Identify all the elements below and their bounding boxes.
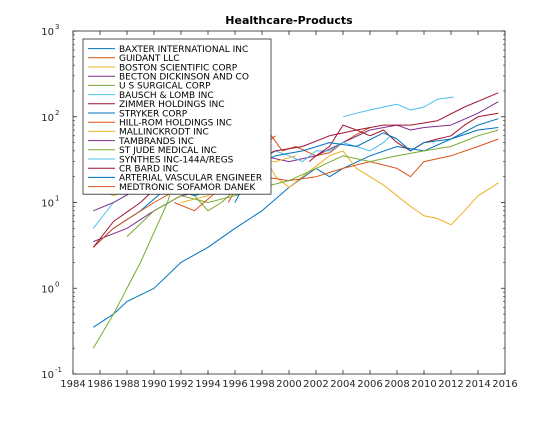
legend-label: HILL-ROM HOLDINGS INC [119, 119, 232, 129]
y-tick-exponent: -1 [55, 366, 62, 374]
series-line-8 [92, 138, 499, 248]
x-tick-label: 1998 [249, 379, 274, 390]
x-tick-label: 2004 [330, 379, 355, 390]
x-tick-label: 2000 [276, 379, 301, 390]
x-tick-label: 2010 [411, 379, 436, 390]
legend-label: STRYKER CORP [119, 109, 188, 119]
legend-label: BECTON DICKINSON AND CO [119, 73, 249, 83]
legend-label: U S SURGICAL CORP [119, 82, 211, 92]
series-line-0 [93, 127, 499, 328]
y-tick-label: 10 [41, 113, 54, 124]
series-line-6 [308, 112, 499, 162]
y-tick-exponent: 0 [55, 280, 59, 288]
x-tick-label: 1984 [60, 379, 85, 390]
legend-label: CR BARD INC [119, 165, 178, 175]
x-tick-label: 1992 [168, 379, 193, 390]
x-tick-label: 1996 [222, 379, 247, 390]
legend-label: TAMBRANDS INC [118, 137, 194, 147]
x-tick-label: 2006 [357, 379, 382, 390]
legend-label: ST JUDE MEDICAL INC [119, 146, 217, 156]
y-tick-exponent: 2 [55, 109, 59, 117]
ticks-layer: 1984 1986 1988 1990 1992 1994 1996 1998 2000 2002… [41, 23, 517, 390]
y-tick-exponent: 3 [55, 23, 59, 31]
y-tick-label: 10 [41, 284, 54, 295]
x-tick-label: 1994 [195, 379, 220, 390]
legend-label: BAXTER INTERNATIONAL INC [119, 45, 248, 55]
x-tick-label: 1986 [87, 379, 112, 390]
legend-label: ZIMMER HOLDINGS INC [119, 100, 225, 110]
legend-label: SYNTHES INC-144A/REGS [119, 155, 234, 165]
x-tick-label: 2014 [465, 379, 490, 390]
x-tick-label: 2008 [384, 379, 409, 390]
x-tick-label: 1990 [141, 379, 166, 390]
x-tick-label: 2012 [438, 379, 463, 390]
y-tick-label: 10 [41, 370, 54, 381]
series-line-12 [342, 96, 454, 118]
legend-label: MEDTRONIC SOFAMOR DANEK [119, 183, 256, 193]
legend-label: ARTERIAL VASCULAR ENGINEER [119, 174, 262, 184]
x-tick-label: 2002 [303, 379, 328, 390]
y-tick-exponent: 1 [55, 195, 59, 203]
x-tick-label: 1988 [114, 379, 139, 390]
legend-label: MALLINCKRODT INC [119, 128, 209, 138]
legend-label: BOSTON SCIENTIFIC CORP [119, 63, 238, 73]
legend-label: GUIDANT LLC [119, 54, 180, 64]
legend-label: BAUSCH & LOMB INC [119, 91, 214, 101]
y-tick-label: 10 [41, 27, 54, 38]
chart-title: Healthcare-Products [225, 14, 353, 27]
y-tick-label: 10 [41, 199, 54, 210]
series-line-11 [126, 129, 499, 237]
x-tick-label: 2016 [492, 379, 517, 390]
